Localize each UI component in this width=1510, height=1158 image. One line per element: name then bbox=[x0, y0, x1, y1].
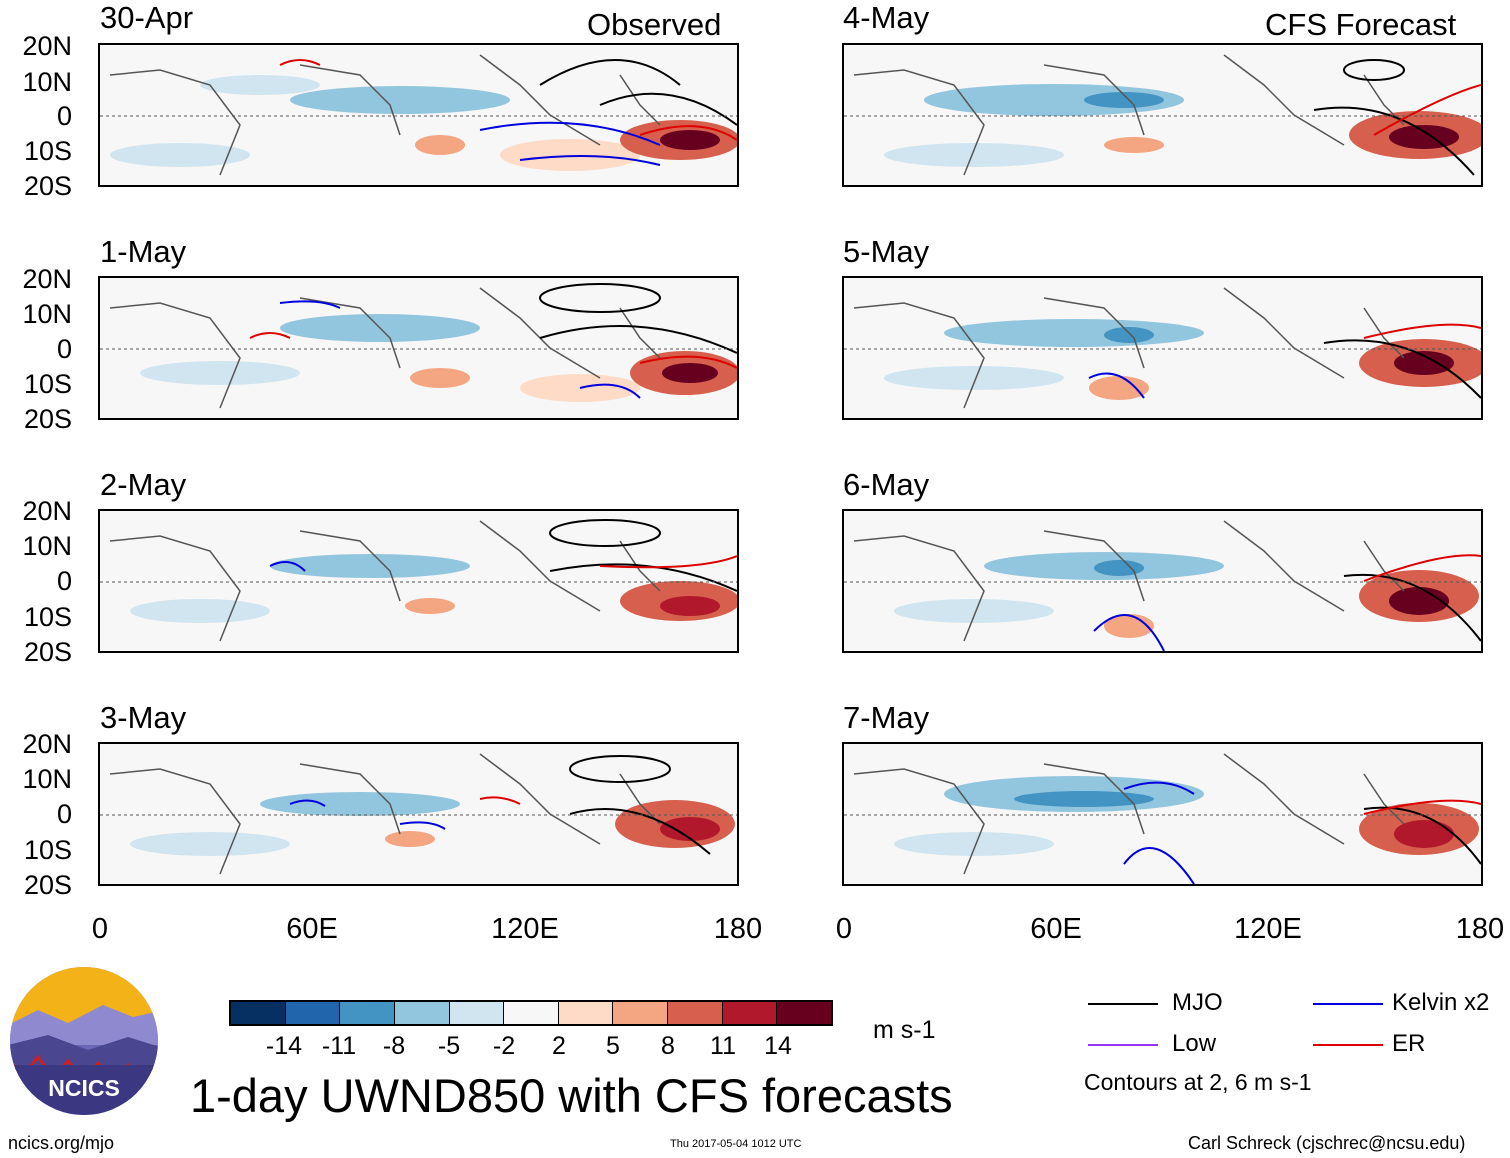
colorbar-swatch bbox=[503, 1002, 558, 1024]
colorbar bbox=[229, 1000, 833, 1026]
colorbar-swatch bbox=[776, 1002, 832, 1024]
colorbar-swatch bbox=[231, 1002, 285, 1024]
colorbar-swatch bbox=[612, 1002, 668, 1024]
colorbar-tick: -14 bbox=[265, 1032, 303, 1060]
lat-label: 10N bbox=[22, 531, 72, 561]
panel-label: 30-Apr bbox=[100, 0, 194, 35]
lat-label: 10S bbox=[23, 602, 72, 632]
lat-label: 0 bbox=[56, 566, 72, 596]
lon-label: 180 bbox=[713, 913, 763, 945]
legend-line-kelvin bbox=[1313, 1003, 1383, 1005]
map-panel-forecast-4-may bbox=[842, 43, 1483, 187]
colorbar-swatch bbox=[557, 1002, 613, 1024]
lon-label: 0 bbox=[835, 913, 853, 945]
legend-line-er bbox=[1313, 1044, 1383, 1046]
lat-label: 20S bbox=[23, 870, 72, 900]
lat-label: 20S bbox=[23, 171, 72, 201]
panel-label: 6-May bbox=[843, 467, 930, 502]
lat-label: 0 bbox=[56, 101, 72, 131]
lat-label: 20N bbox=[22, 496, 72, 526]
legend-label-low: Low bbox=[1172, 1030, 1217, 1057]
map-panel-observed-2-may bbox=[98, 509, 739, 653]
lon-label: 60E bbox=[286, 913, 338, 945]
colorbar-units: m s-1 bbox=[873, 1016, 936, 1044]
lon-label: 60E bbox=[1030, 913, 1082, 945]
lat-label: 10N bbox=[22, 299, 72, 329]
map-panel-observed-3-may bbox=[98, 742, 739, 886]
colorbar-tick: -5 bbox=[437, 1032, 461, 1060]
panel-label: 5-May bbox=[843, 234, 930, 269]
lat-label: 0 bbox=[56, 799, 72, 829]
lat-label: 20N bbox=[22, 729, 72, 759]
legend-note: Contours at 2, 6 m s-1 bbox=[1084, 1069, 1312, 1095]
lon-label: 120E bbox=[491, 913, 559, 945]
colorbar-swatch bbox=[284, 1002, 340, 1024]
panel-label: 4-May bbox=[843, 0, 930, 35]
colorbar-swatch bbox=[339, 1002, 394, 1024]
lat-label: 10N bbox=[22, 67, 72, 97]
colorbar-tick: 8 bbox=[661, 1032, 675, 1060]
colorbar-tick: 5 bbox=[606, 1032, 620, 1060]
map-panel-forecast-5-may bbox=[842, 276, 1483, 420]
lat-label: 10S bbox=[23, 369, 72, 399]
ncics-logo: NCICS bbox=[8, 965, 160, 1117]
map-panel-observed-1-may bbox=[98, 276, 739, 420]
panel-label: 1-May bbox=[100, 234, 187, 269]
lat-label: 20N bbox=[22, 264, 72, 294]
colorbar-tick: 14 bbox=[764, 1032, 792, 1060]
legend-label-mjo: MJO bbox=[1172, 989, 1223, 1016]
footer-credit: Carl Schreck (cjschrec@ncsu.edu) bbox=[1188, 1133, 1466, 1153]
legend-line-mjo bbox=[1088, 1003, 1158, 1005]
lat-label: 10S bbox=[23, 835, 72, 865]
colorbar-tick: 11 bbox=[710, 1032, 736, 1060]
footer-url[interactable]: ncics.org/mjo bbox=[8, 1133, 115, 1153]
lat-label: 20S bbox=[23, 404, 72, 434]
panel-label: 7-May bbox=[843, 700, 930, 735]
colorbar-tick: -11 bbox=[321, 1032, 357, 1060]
logo-text: NCICS bbox=[48, 1075, 120, 1101]
lat-label: 20N bbox=[22, 31, 72, 61]
legend-line-low bbox=[1088, 1044, 1158, 1046]
legend-label-er: ER bbox=[1392, 1030, 1426, 1057]
lat-label: 10N bbox=[22, 764, 72, 794]
lat-label: 20S bbox=[23, 637, 72, 667]
legend-label-kelvin: Kelvin x2 bbox=[1392, 989, 1490, 1016]
main-title: 1-day UWND850 with CFS forecasts bbox=[190, 1069, 953, 1122]
colorbar-tick: 2 bbox=[552, 1032, 566, 1060]
panel-label: 3-May bbox=[100, 700, 187, 735]
map-panel-forecast-7-may bbox=[842, 742, 1483, 886]
colorbar-tick: -8 bbox=[382, 1032, 406, 1060]
map-panel-forecast-6-may bbox=[842, 509, 1483, 653]
observed-title: Observed bbox=[587, 7, 722, 42]
colorbar-swatch bbox=[393, 1002, 449, 1024]
lon-label: 120E bbox=[1234, 913, 1302, 945]
panel-label: 2-May bbox=[100, 467, 187, 502]
footer-timestamp: Thu 2017-05-04 1012 UTC bbox=[670, 1138, 802, 1150]
colorbar-swatch bbox=[448, 1002, 504, 1024]
lat-label: 0 bbox=[56, 334, 72, 364]
lat-label: 10S bbox=[23, 136, 72, 166]
colorbar-tick: -2 bbox=[492, 1032, 516, 1060]
cfs-forecast-title: CFS Forecast bbox=[1265, 7, 1457, 42]
lon-label: 0 bbox=[91, 913, 109, 945]
colorbar-swatch bbox=[721, 1002, 777, 1024]
colorbar-swatch bbox=[667, 1002, 722, 1024]
map-panel-observed-30-apr bbox=[98, 43, 739, 187]
lon-label: 180 bbox=[1455, 913, 1505, 945]
